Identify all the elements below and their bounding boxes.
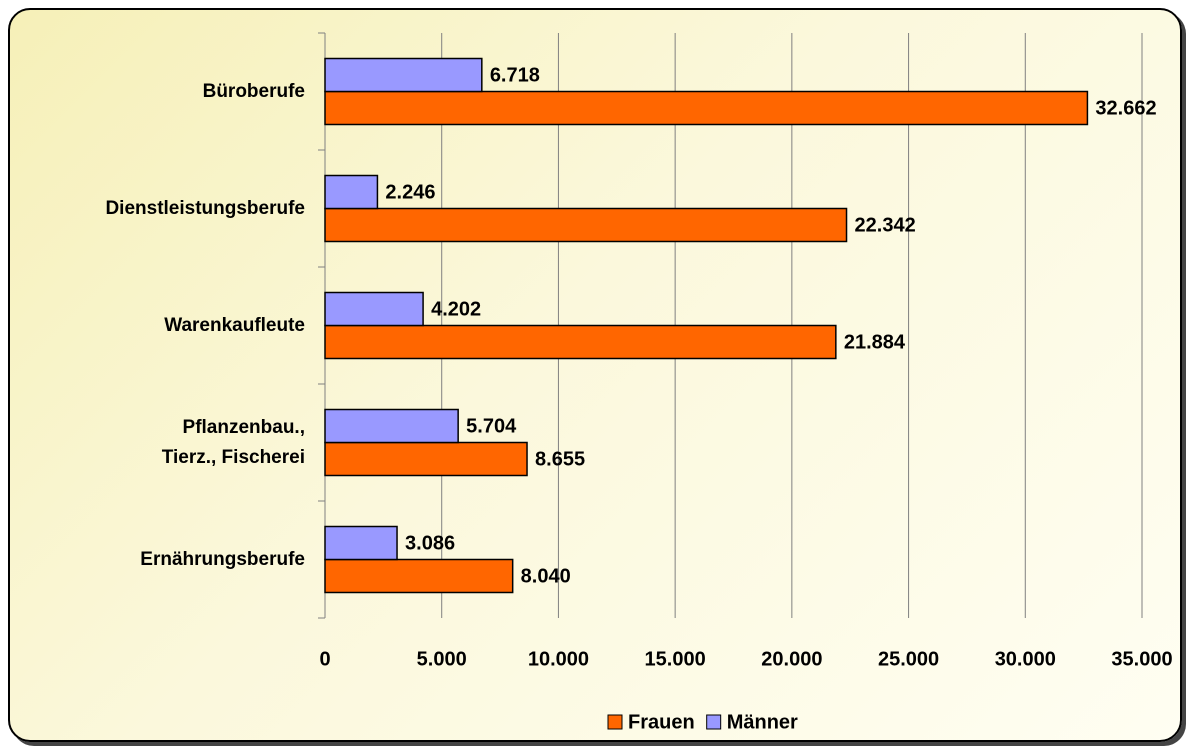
bar [324, 324, 837, 360]
legend-label: Frauen [628, 711, 695, 733]
bar [324, 174, 379, 210]
bar [324, 525, 398, 561]
value-label: 22.342 [855, 214, 916, 236]
value-label: 6.718 [490, 64, 540, 86]
legend-label: Männer [727, 711, 798, 733]
legend-swatch [706, 714, 722, 730]
x-tick-label: 10.000 [528, 648, 589, 670]
value-label: 21.884 [844, 331, 906, 353]
bar [324, 558, 514, 594]
x-tick-label: 0 [319, 648, 330, 670]
x-tick-label: 5.000 [417, 648, 467, 670]
value-label: 8.655 [535, 448, 585, 470]
value-label: 32.662 [1095, 97, 1156, 119]
bar [324, 408, 459, 444]
x-tick-label: 20.000 [761, 648, 822, 670]
bar [324, 441, 528, 477]
chart-frame [8, 8, 1182, 742]
value-label: 3.086 [405, 532, 455, 554]
bar [324, 207, 848, 243]
bar [324, 57, 483, 93]
value-label: 4.202 [431, 298, 481, 320]
bar [324, 90, 1089, 126]
bar [324, 291, 424, 327]
y-tick-label: Ernährungsberufe [140, 548, 305, 570]
y-tick-label: Warenkaufleute [164, 314, 305, 336]
value-label: 8.040 [521, 565, 571, 587]
x-tick-label: 30.000 [995, 648, 1056, 670]
x-tick-label: 35.000 [1111, 648, 1172, 670]
y-tick-label: Büroberufe [202, 80, 305, 102]
y-tick-label: Pflanzenbau., Tierz., Fischerei [161, 416, 305, 468]
value-label: 5.704 [466, 415, 517, 437]
value-label: 2.246 [385, 181, 435, 203]
y-tick-label: Dienstleistungsberufe [105, 197, 305, 219]
legend-swatch [607, 714, 623, 730]
x-tick-label: 15.000 [645, 648, 706, 670]
x-tick-label: 25.000 [878, 648, 939, 670]
